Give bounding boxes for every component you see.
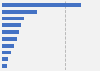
Bar [2, 44, 14, 48]
Bar [2, 58, 8, 61]
Bar [2, 51, 11, 54]
Bar [2, 17, 24, 20]
Bar [2, 30, 19, 34]
Bar [2, 23, 21, 27]
Bar [2, 3, 81, 7]
Bar [2, 10, 37, 13]
Bar [2, 37, 17, 41]
Bar [2, 64, 7, 68]
